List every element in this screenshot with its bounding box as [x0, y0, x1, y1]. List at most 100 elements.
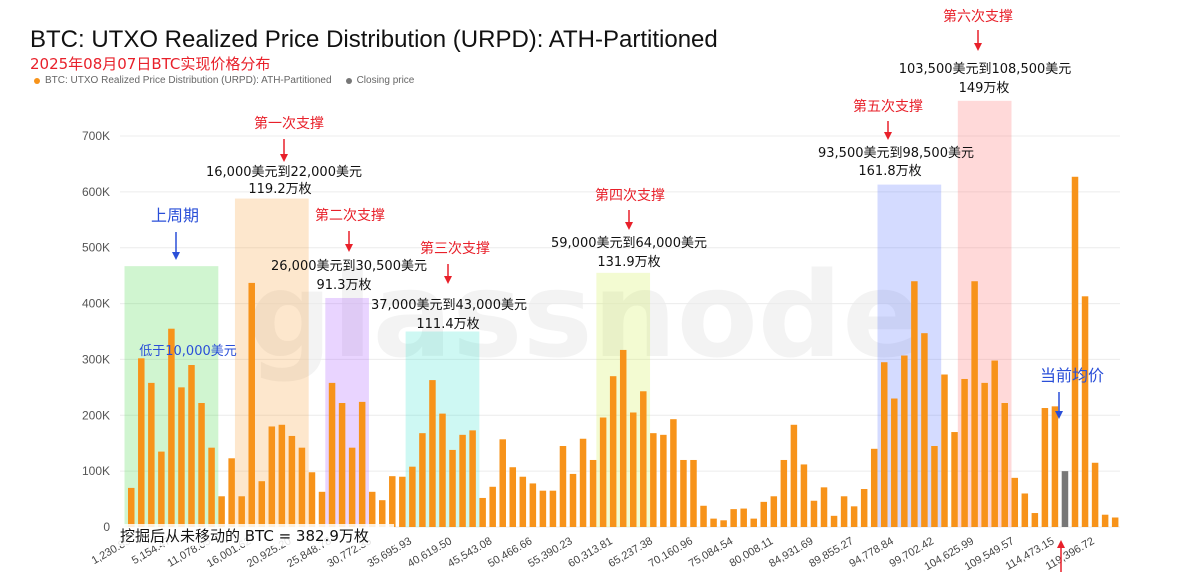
- urpd-bar[interactable]: [399, 476, 406, 527]
- urpd-bar[interactable]: [559, 446, 567, 527]
- legend-item-closing[interactable]: Closing price: [345, 75, 414, 86]
- urpd-bar[interactable]: [881, 362, 888, 527]
- urpd-bar[interactable]: [750, 518, 757, 527]
- urpd-bar[interactable]: [248, 282, 255, 527]
- urpd-bar[interactable]: [660, 434, 667, 527]
- urpd-bar[interactable]: [599, 417, 607, 527]
- urpd-bar[interactable]: [419, 433, 426, 527]
- urpd-bar[interactable]: [760, 501, 768, 527]
- urpd-bar[interactable]: [469, 430, 476, 527]
- urpd-bar[interactable]: [218, 496, 225, 527]
- urpd-bar[interactable]: [188, 365, 195, 527]
- urpd-bar[interactable]: [589, 459, 597, 527]
- urpd-bar[interactable]: [529, 483, 537, 527]
- urpd-bar[interactable]: [800, 464, 808, 527]
- urpd-bar[interactable]: [870, 448, 878, 527]
- urpd-bar[interactable]: [720, 520, 727, 527]
- urpd-bar[interactable]: [1051, 406, 1059, 527]
- urpd-bar[interactable]: [439, 413, 446, 527]
- urpd-bar[interactable]: [238, 496, 245, 527]
- urpd-bar[interactable]: [780, 459, 788, 527]
- urpd-bar[interactable]: [911, 281, 918, 527]
- urpd-bar[interactable]: [1091, 462, 1099, 527]
- urpd-bar[interactable]: [820, 487, 828, 527]
- urpd-bar[interactable]: [489, 486, 496, 527]
- urpd-bar[interactable]: [328, 382, 336, 527]
- urpd-bar[interactable]: [830, 515, 838, 527]
- urpd-bar[interactable]: [208, 447, 215, 527]
- urpd-bar[interactable]: [429, 380, 436, 527]
- urpd-bar[interactable]: [198, 402, 205, 527]
- urpd-bar[interactable]: [700, 505, 707, 527]
- urpd-bar[interactable]: [178, 387, 185, 527]
- urpd-bar[interactable]: [710, 518, 717, 527]
- urpd-bar[interactable]: [850, 506, 858, 527]
- urpd-bar[interactable]: [640, 391, 647, 527]
- urpd-bar[interactable]: [268, 426, 276, 527]
- urpd-bar[interactable]: [961, 378, 968, 527]
- urpd-bar[interactable]: [901, 355, 908, 527]
- urpd-bar[interactable]: [810, 500, 818, 527]
- urpd-bar[interactable]: [298, 447, 306, 527]
- urpd-bar[interactable]: [148, 382, 155, 527]
- urpd-bar[interactable]: [338, 402, 346, 527]
- urpd-bar[interactable]: [619, 349, 627, 527]
- urpd-bar[interactable]: [650, 433, 657, 527]
- urpd-bar[interactable]: [579, 438, 587, 527]
- closing-price-bar[interactable]: [1061, 471, 1069, 527]
- urpd-bar[interactable]: [840, 496, 848, 527]
- urpd-bar[interactable]: [609, 376, 617, 527]
- urpd-bar[interactable]: [358, 401, 366, 527]
- urpd-bar[interactable]: [1031, 513, 1039, 527]
- urpd-bar[interactable]: [569, 473, 577, 527]
- urpd-bar[interactable]: [991, 360, 998, 527]
- urpd-bar[interactable]: [690, 459, 697, 527]
- urpd-bar[interactable]: [499, 439, 506, 527]
- legend-item-series[interactable]: BTC: UTXO Realized Price Distribution (U…: [34, 75, 332, 86]
- urpd-bar[interactable]: [168, 328, 175, 527]
- urpd-bar[interactable]: [941, 374, 948, 527]
- urpd-bar[interactable]: [128, 487, 135, 527]
- urpd-bar[interactable]: [519, 476, 527, 527]
- urpd-bar[interactable]: [278, 424, 286, 527]
- urpd-bar[interactable]: [409, 466, 416, 527]
- urpd-bar[interactable]: [1081, 296, 1089, 527]
- urpd-bar[interactable]: [680, 459, 687, 527]
- urpd-bar[interactable]: [1111, 517, 1119, 527]
- urpd-bar[interactable]: [318, 491, 326, 527]
- urpd-bar[interactable]: [730, 509, 737, 527]
- urpd-bar[interactable]: [228, 458, 235, 527]
- urpd-bar[interactable]: [379, 500, 386, 527]
- urpd-bar[interactable]: [971, 281, 978, 527]
- urpd-bar[interactable]: [308, 472, 316, 527]
- urpd-bar[interactable]: [258, 481, 266, 527]
- urpd-bar[interactable]: [1011, 477, 1019, 527]
- urpd-bar[interactable]: [459, 434, 466, 527]
- urpd-bar[interactable]: [770, 496, 778, 527]
- urpd-bar[interactable]: [158, 451, 165, 527]
- urpd-bar[interactable]: [981, 382, 988, 527]
- urpd-bar[interactable]: [288, 435, 296, 527]
- urpd-bar[interactable]: [368, 491, 376, 527]
- urpd-bar[interactable]: [389, 476, 396, 527]
- urpd-bar[interactable]: [479, 497, 486, 527]
- urpd-bar[interactable]: [138, 358, 145, 527]
- urpd-bar[interactable]: [860, 489, 868, 527]
- urpd-bar[interactable]: [630, 412, 637, 527]
- urpd-bar[interactable]: [951, 432, 958, 527]
- urpd-bar[interactable]: [1021, 493, 1029, 527]
- urpd-bar[interactable]: [1101, 514, 1109, 527]
- urpd-bar[interactable]: [740, 508, 747, 527]
- urpd-bar[interactable]: [1071, 176, 1079, 528]
- urpd-bar[interactable]: [670, 419, 677, 527]
- urpd-bar[interactable]: [509, 467, 517, 527]
- urpd-bar[interactable]: [1001, 402, 1008, 527]
- urpd-bar[interactable]: [348, 447, 356, 527]
- urpd-bar[interactable]: [790, 424, 798, 527]
- urpd-bar[interactable]: [891, 398, 898, 527]
- urpd-bar[interactable]: [449, 449, 456, 527]
- urpd-bar[interactable]: [921, 333, 928, 527]
- urpd-bar[interactable]: [931, 446, 938, 527]
- urpd-bar[interactable]: [549, 490, 557, 527]
- urpd-bar[interactable]: [1041, 408, 1049, 527]
